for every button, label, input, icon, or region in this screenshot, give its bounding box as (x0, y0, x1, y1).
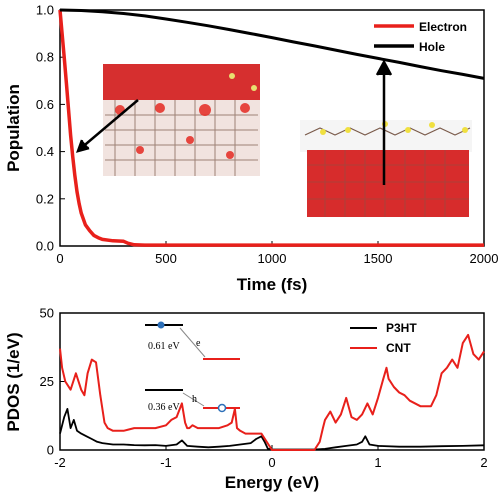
inset-e-letter: e (196, 338, 201, 349)
bottom-plot-frame (59, 312, 485, 451)
bottom-legend: P3HT CNT (350, 321, 417, 355)
annotation-arrows (76, 59, 393, 185)
electron-arrowhead-icon (76, 139, 90, 153)
inset-hole-dot (217, 403, 227, 413)
y-tick-label: 0.4 (36, 144, 54, 159)
molecule-image-left (103, 64, 260, 176)
x-tick-label: 2000 (470, 251, 499, 266)
inset-bottom-gap-label: 0.36 eV (148, 402, 180, 413)
x-tick-label: 1500 (364, 251, 393, 266)
y-tick-label: 1.0 (36, 3, 54, 18)
molecule-image-right (300, 120, 472, 217)
legend-electron-label: Electron (419, 20, 467, 34)
y-tick-label: 25 (40, 374, 54, 389)
top-x-axis-label: Time (fs) (237, 275, 308, 294)
hole-arrowhead-icon (375, 59, 393, 76)
series-line-p3ht (59, 407, 485, 451)
top-y-ticks: 0.0 0.2 0.4 0.6 0.8 1.0 (36, 3, 65, 254)
bottom-series (59, 333, 485, 451)
electron-arrow (79, 99, 139, 150)
legend-hole-label: Hole (419, 40, 445, 54)
top-y-axis-label: Population (4, 84, 23, 172)
series-line-cnt (59, 333, 485, 451)
y-tick-label: 50 (40, 306, 54, 321)
x-tick-label: 500 (155, 251, 177, 266)
legend-cnt-label: CNT (386, 341, 411, 355)
legend-p3ht-label: P3HT (386, 321, 417, 335)
x-tick-label: 1 (374, 455, 381, 470)
inset-top-gap-label: 0.61 eV (148, 341, 180, 352)
y-tick-label: 0 (47, 443, 54, 458)
bottom-y-axis-label: PDOS (1/eV) (4, 332, 23, 431)
pdos-panel: 0 25 50 -2 -1 0 1 2 0.61 eV e 0.36 eV h P3HT C… (4, 306, 488, 493)
bottom-y-ticks: 0 25 50 (40, 306, 65, 458)
y-tick-label: 0.6 (36, 97, 54, 112)
top-legend: Electron Hole (374, 20, 467, 54)
x-tick-label: 0 (268, 455, 275, 470)
y-tick-label: 0.8 (36, 50, 54, 65)
y-tick-label: 0.0 (36, 239, 54, 254)
x-tick-label: -1 (160, 455, 172, 470)
top-x-ticks: 0 500 1000 1500 2000 (56, 241, 498, 266)
population-panel: 0.0 0.2 0.4 0.6 0.8 1.0 0 500 1000 1500 2000 (4, 3, 498, 295)
y-tick-label: 0.2 (36, 191, 54, 206)
x-tick-label: 2 (480, 455, 487, 470)
inset-h-letter: h (192, 394, 197, 405)
inset-hole-transfer-arrow (182, 392, 205, 407)
x-tick-label: -2 (54, 455, 66, 470)
series-line-electron (58, 9, 484, 247)
x-tick-label: 0 (56, 251, 63, 266)
top-series (58, 8, 485, 247)
inset-electron-transfer-arrow (179, 327, 206, 358)
inset-electron-dot (157, 321, 165, 329)
x-tick-label: 1000 (258, 251, 287, 266)
bottom-x-axis-label: Energy (eV) (225, 473, 319, 492)
series-line-hole (59, 8, 485, 80)
band-alignment-inset: 0.61 eV e 0.36 eV h (145, 321, 240, 413)
